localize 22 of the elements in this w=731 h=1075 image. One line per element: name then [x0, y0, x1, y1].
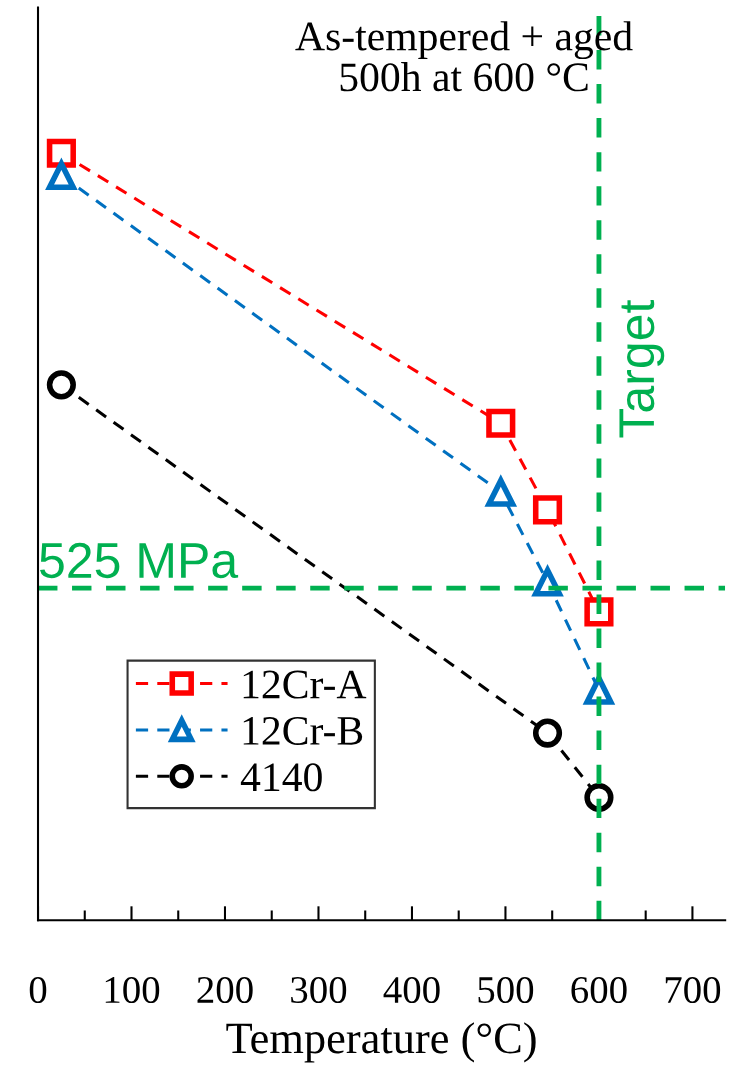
chart-title: As-tempered + aged 500h at 600 °C — [295, 21, 633, 92]
x-tick-label: 300 — [291, 976, 347, 1004]
point — [486, 408, 516, 438]
point — [532, 495, 563, 525]
x-tick-label: 400 — [383, 976, 440, 1004]
x-tick-label: 600 — [571, 976, 627, 1004]
point — [584, 782, 614, 813]
x-axis-title: Temperature (°C) — [226, 1022, 536, 1063]
x-tick-label: 700 — [665, 976, 721, 1004]
x-tick-label: 0 — [29, 976, 47, 1004]
point — [46, 370, 76, 400]
point — [46, 138, 76, 168]
ref-line-label: Target — [619, 299, 665, 438]
x-tick-label: 500 — [478, 976, 534, 1004]
ref-line-label: 525 MPa — [40, 542, 239, 579]
point — [532, 718, 563, 748]
point — [584, 597, 614, 627]
legend-label: 12Cr-B — [243, 716, 363, 745]
legend-label: 4140 — [240, 763, 322, 792]
legend-label: 12Cr-A — [243, 670, 367, 699]
x-tick-label: 100 — [105, 976, 160, 1004]
x-tick-label: 200 — [197, 976, 253, 1004]
